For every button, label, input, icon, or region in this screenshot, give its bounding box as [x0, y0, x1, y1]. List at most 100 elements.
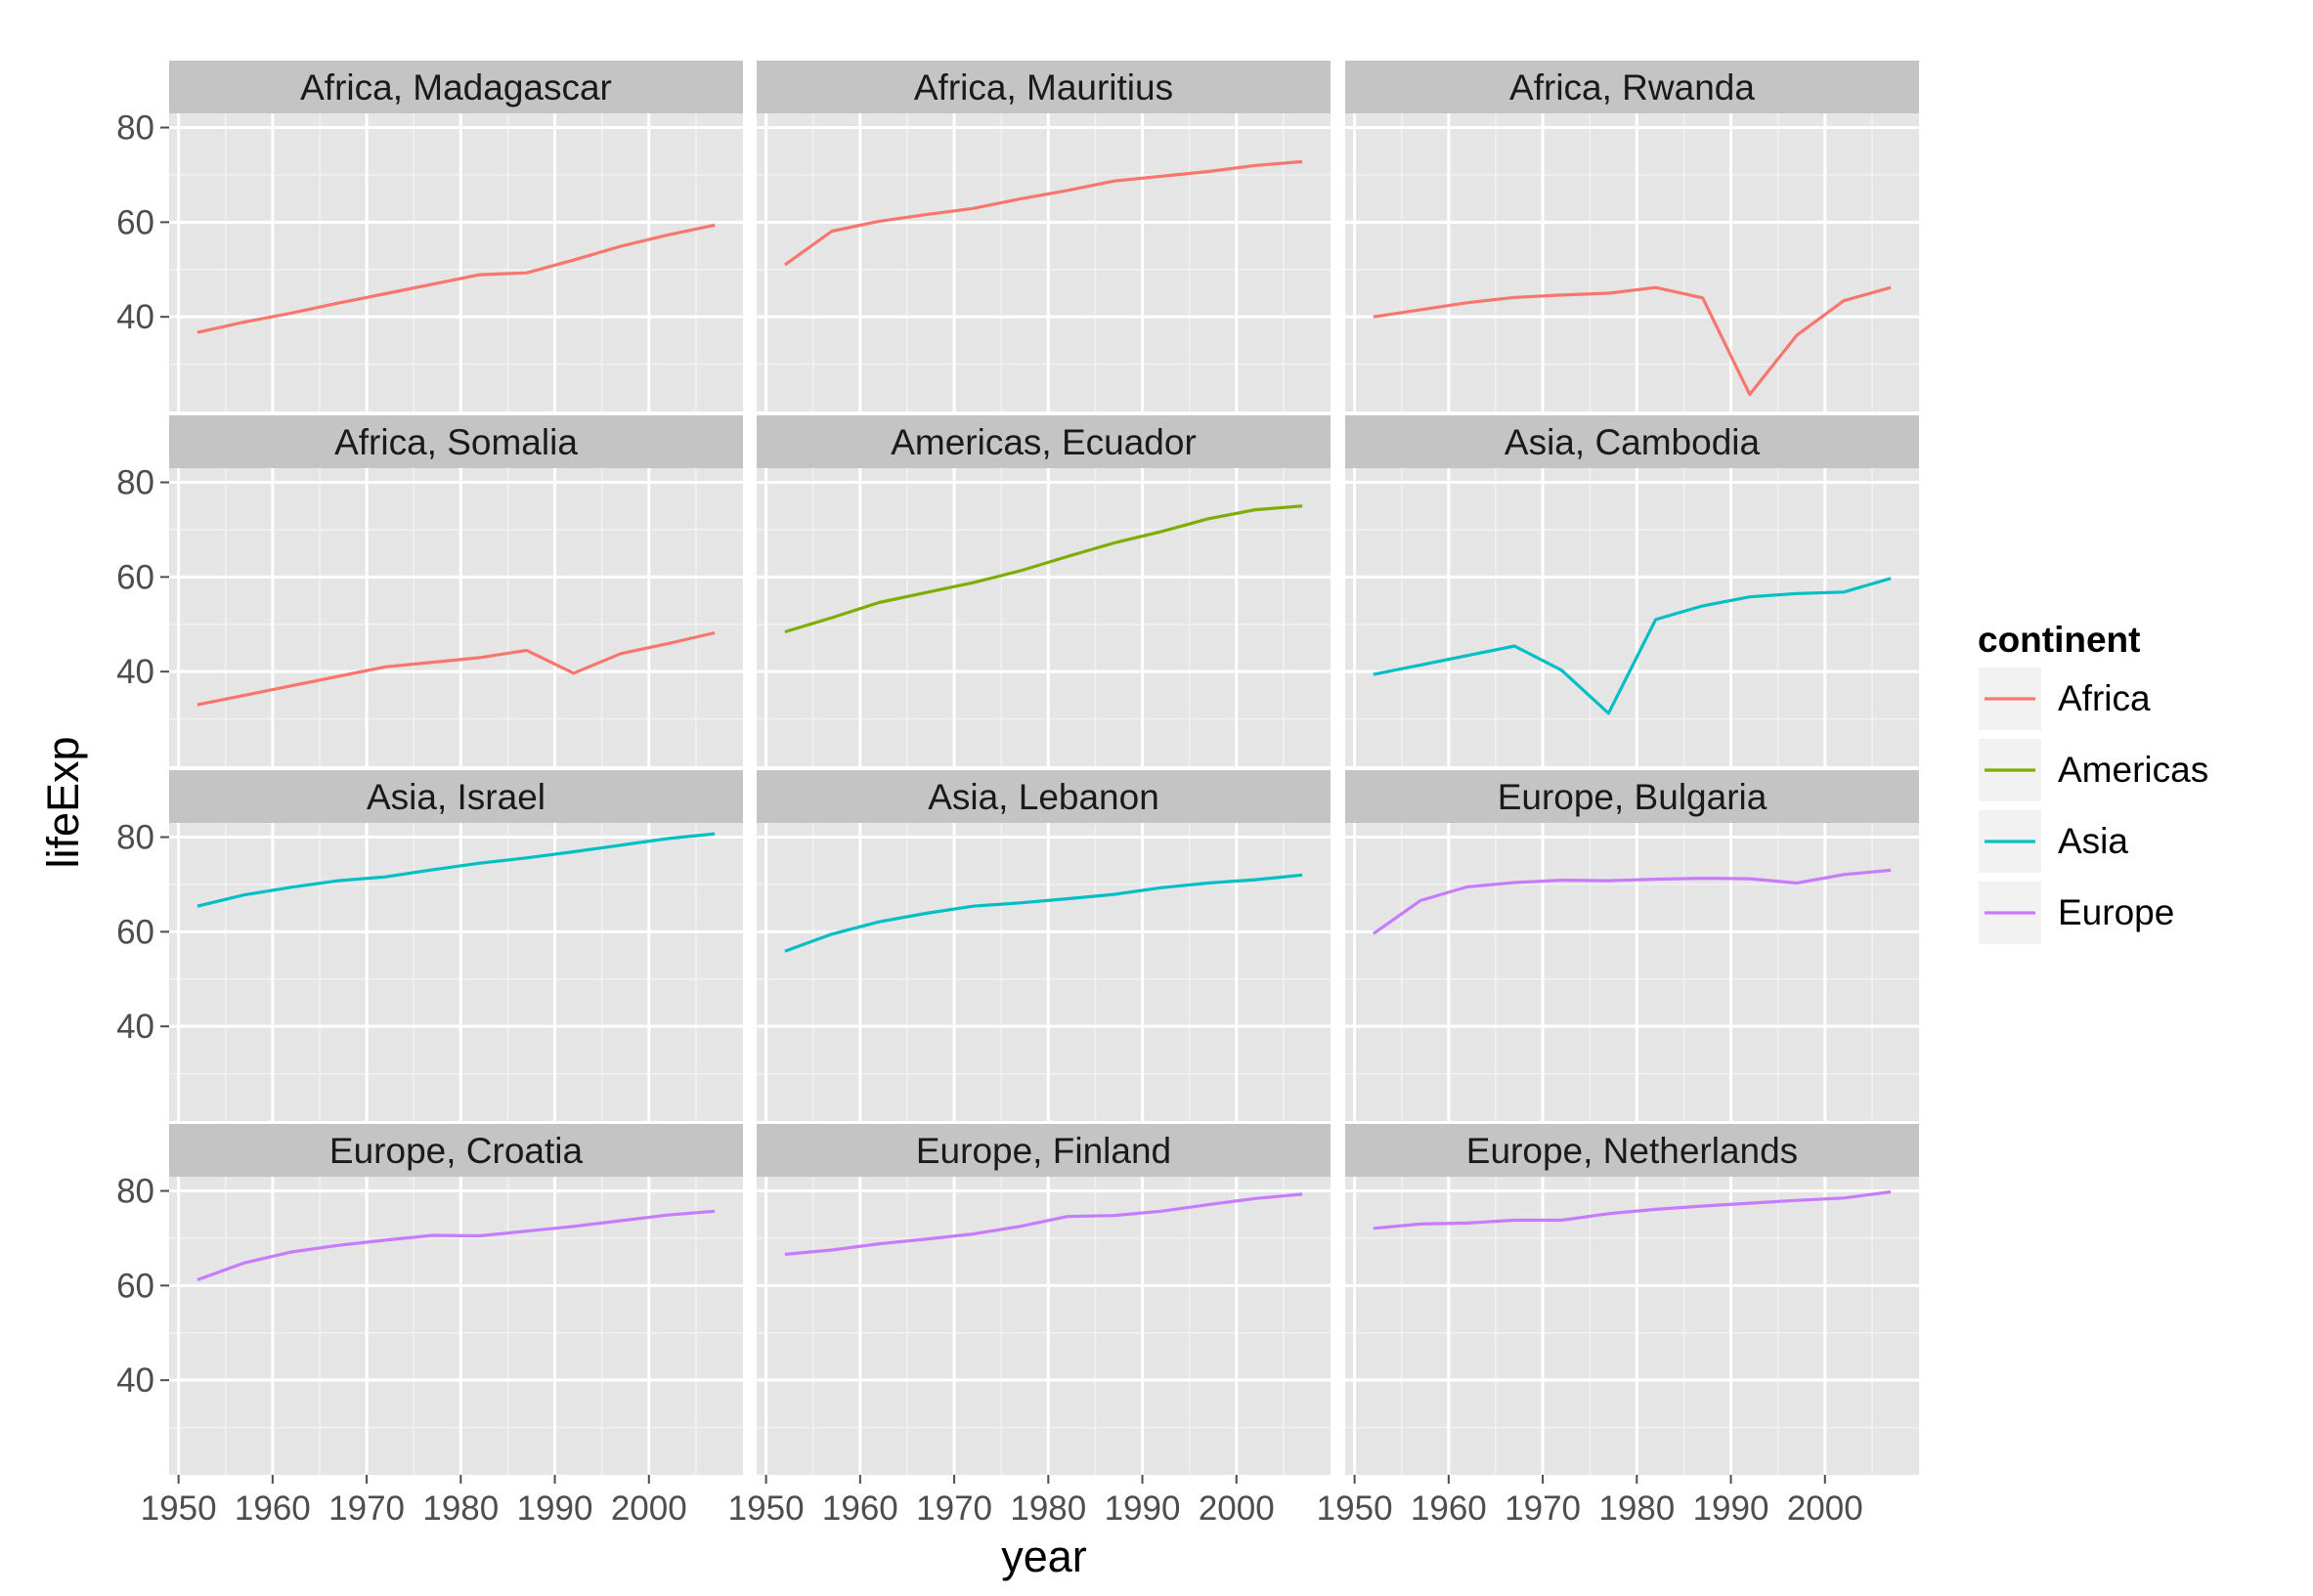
facet-strip-label: Asia, Cambodia	[1505, 422, 1761, 462]
facet-panel: Africa, Mauritius	[757, 61, 1331, 411]
facet-panel: Europe, Bulgaria	[1345, 770, 1919, 1121]
facet-panel: Americas, Ecuador	[757, 415, 1331, 766]
series-line	[1372, 868, 1892, 935]
series-line	[1373, 1189, 1892, 1230]
x-tick-label: 1970	[1505, 1489, 1581, 1528]
legend: continent Africa Americas Asia Europe	[1977, 620, 2208, 946]
x-tick-label: 1960	[1411, 1489, 1487, 1528]
x-tick-label: 1970	[328, 1489, 405, 1528]
panel-background	[1345, 113, 1919, 411]
x-tick-label: 2000	[1199, 1489, 1275, 1528]
series-line	[783, 159, 1303, 267]
facet-strip	[757, 61, 1331, 113]
x-tick-label: 1980	[1598, 1489, 1675, 1528]
series-line	[196, 832, 716, 908]
panel-background	[757, 468, 1331, 766]
legend-entry: Americas	[1977, 737, 2208, 803]
facet-strip-label: Africa, Mauritius	[914, 67, 1173, 108]
series-line	[1373, 285, 1892, 397]
facet-strip	[1345, 415, 1919, 468]
x-tick-label: 1990	[1105, 1489, 1181, 1528]
facet-strip	[169, 415, 743, 468]
x-tick-label: 1980	[1010, 1489, 1086, 1528]
panel-background	[1345, 468, 1919, 766]
facet-panel: Africa, Madagascar	[169, 61, 743, 411]
panel-background	[1345, 1177, 1919, 1475]
y-tick-label: 40	[116, 1361, 154, 1400]
legend-label: Africa	[2058, 678, 2151, 718]
facet-strip-label: Asia, Lebanon	[928, 777, 1159, 817]
facet-panel: Africa, Somalia	[169, 415, 743, 766]
facet-strip-label: Europe, Netherlands	[1466, 1131, 1798, 1171]
series-line	[196, 223, 716, 334]
series-line	[784, 1192, 1303, 1256]
legend-entry: Europe	[1977, 880, 2174, 946]
y-tick-label: 60	[116, 558, 154, 596]
legend-title: continent	[1978, 620, 2140, 660]
axes: 40 60 80 40 60 80 40 60 80 40 60 80 1950 1960 1970 1980…	[116, 109, 1863, 1528]
facet-strip	[1345, 770, 1919, 823]
facet-strip-label: Asia, Israel	[367, 777, 546, 817]
x-tick-label: 2000	[1787, 1489, 1863, 1528]
panels: Africa, Madagascar Africa, Mauritius Afric…	[169, 61, 1919, 1475]
facet-strip	[757, 415, 1331, 468]
facet-panel: Europe, Finland	[757, 1124, 1331, 1475]
facet-strip	[169, 770, 743, 823]
facet-strip	[757, 770, 1331, 823]
facet-strip-label: Africa, Rwanda	[1509, 67, 1755, 108]
facet-strip-label: Americas, Ecuador	[891, 422, 1197, 462]
legend-label: Asia	[2058, 821, 2128, 861]
x-tick-label: 1990	[1693, 1489, 1769, 1528]
facet-strip	[169, 1124, 743, 1177]
facet-strip-label: Europe, Finland	[916, 1131, 1171, 1171]
y-axis-title: lifeExp	[38, 736, 88, 868]
x-tick-label: 1970	[916, 1489, 992, 1528]
facet-panel: Europe, Netherlands	[1345, 1124, 1919, 1475]
series-line	[196, 1209, 716, 1282]
facet-strip	[757, 1124, 1331, 1177]
facet-strip-label: Africa, Somalia	[334, 422, 578, 462]
y-tick-label: 60	[116, 913, 154, 951]
y-tick-label: 40	[116, 653, 154, 691]
y-tick-label: 80	[116, 1173, 154, 1211]
x-axis-title: year	[1001, 1531, 1087, 1581]
x-tick-label: 1950	[1317, 1489, 1393, 1528]
panel-background	[757, 823, 1331, 1121]
facet-strip	[1345, 61, 1919, 113]
y-tick-label: 80	[116, 109, 154, 148]
facet-strip-label: Africa, Madagascar	[300, 67, 612, 108]
facet-panel: Asia, Israel	[169, 770, 743, 1121]
series-line	[196, 630, 716, 707]
x-tick-label: 1960	[235, 1489, 311, 1528]
y-tick-label: 40	[116, 1008, 154, 1046]
facet-panel: Africa, Rwanda	[1345, 61, 1919, 411]
facet-panel: Europe, Croatia	[169, 1124, 743, 1475]
panel-background	[169, 1177, 743, 1475]
panel-background	[169, 823, 743, 1121]
legend-label: Americas	[2058, 750, 2208, 790]
x-tick-label: 1950	[141, 1489, 217, 1528]
facet-strip-label: Europe, Croatia	[329, 1131, 584, 1171]
y-tick-label: 80	[116, 464, 154, 502]
panel-background	[169, 113, 743, 411]
panel-background	[1345, 823, 1919, 1121]
facet-strip-label: Europe, Bulgaria	[1498, 777, 1767, 817]
series-line	[784, 873, 1303, 953]
panel-background	[169, 468, 743, 766]
facet-panel: Asia, Lebanon	[757, 770, 1331, 1121]
series-line	[784, 504, 1303, 634]
facet-panel: Asia, Cambodia	[1345, 415, 1919, 766]
y-tick-label: 60	[116, 203, 154, 241]
y-tick-label: 60	[116, 1267, 154, 1305]
series-line	[1373, 577, 1892, 715]
panel-background	[757, 113, 1331, 411]
y-tick-label: 40	[116, 298, 154, 336]
legend-entry: Africa	[1977, 666, 2151, 732]
x-tick-label: 1990	[517, 1489, 593, 1528]
facet-strip	[1345, 1124, 1919, 1177]
x-tick-label: 2000	[611, 1489, 687, 1528]
panel-background	[757, 1177, 1331, 1475]
x-tick-label: 1950	[728, 1489, 805, 1528]
x-tick-label: 1960	[822, 1489, 898, 1528]
